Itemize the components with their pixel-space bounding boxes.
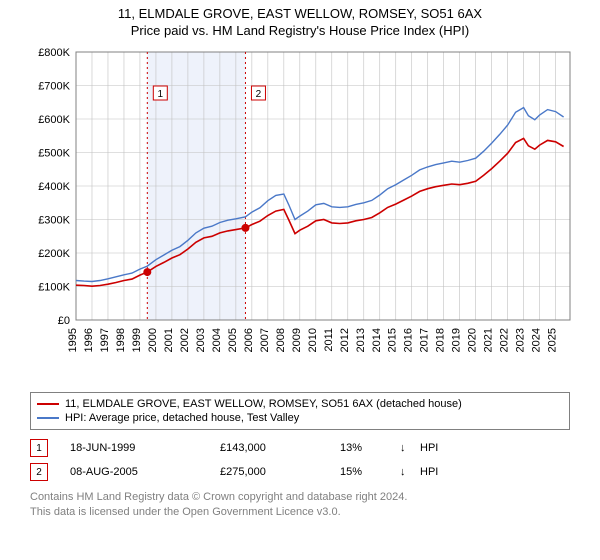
svg-text:2023: 2023: [515, 328, 527, 352]
svg-text:2013: 2013: [355, 328, 367, 352]
marker-pct: 13%: [340, 442, 400, 454]
svg-text:2015: 2015: [387, 328, 399, 352]
svg-text:2: 2: [256, 89, 262, 100]
svg-text:2016: 2016: [403, 328, 415, 352]
price-chart: £0 £100K £200K £300K £400K £500K £600K £700K £80…: [20, 44, 580, 384]
svg-text:2000: 2000: [147, 328, 159, 352]
svg-text:2014: 2014: [371, 328, 383, 352]
marker-row: 2 08-AUG-2005£275,00015%↓HPI: [30, 460, 570, 484]
svg-text:2025: 2025: [547, 328, 559, 352]
marker-badge: 2: [30, 463, 48, 481]
marker-table: 1 18-JUN-1999£143,00013%↓HPI 2 08-AUG-2005£…: [30, 436, 570, 484]
footer-line1: Contains HM Land Registry data © Crown c…: [30, 490, 570, 505]
marker-date: 08-AUG-2005: [70, 466, 220, 478]
svg-text:2001: 2001: [163, 328, 175, 352]
legend-label: HPI: Average price, detached house, Test…: [65, 412, 299, 424]
svg-text:1996: 1996: [83, 328, 95, 352]
svg-text:£700K: £700K: [38, 81, 70, 93]
svg-text:1997: 1997: [99, 328, 111, 352]
svg-text:£400K: £400K: [38, 181, 70, 193]
down-arrow-icon: ↓: [400, 442, 420, 454]
down-arrow-icon: ↓: [400, 466, 420, 478]
marker-suffix: HPI: [420, 466, 460, 478]
marker-suffix: HPI: [420, 442, 460, 454]
legend-item: 11, ELMDALE GROVE, EAST WELLOW, ROMSEY, …: [37, 397, 563, 411]
marker-row: 1 18-JUN-1999£143,00013%↓HPI: [30, 436, 570, 460]
svg-text:2006: 2006: [243, 328, 255, 352]
svg-text:2012: 2012: [339, 328, 351, 352]
svg-text:2008: 2008: [275, 328, 287, 352]
legend-swatch: [37, 403, 59, 405]
marker-price: £275,000: [220, 466, 340, 478]
svg-text:2024: 2024: [531, 328, 543, 352]
legend-item: HPI: Average price, detached house, Test…: [37, 411, 563, 425]
legend: 11, ELMDALE GROVE, EAST WELLOW, ROMSEY, …: [30, 392, 570, 430]
svg-text:2004: 2004: [211, 328, 223, 352]
marker-badge: 1: [30, 439, 48, 457]
svg-text:2011: 2011: [323, 328, 335, 352]
svg-text:2007: 2007: [259, 328, 271, 352]
marker-price: £143,000: [220, 442, 340, 454]
svg-text:2010: 2010: [307, 328, 319, 352]
svg-text:2020: 2020: [467, 328, 479, 352]
svg-text:2019: 2019: [451, 328, 463, 352]
svg-text:£800K: £800K: [38, 47, 70, 59]
svg-text:1998: 1998: [115, 328, 127, 352]
svg-text:£200K: £200K: [38, 248, 70, 260]
svg-text:£500K: £500K: [38, 148, 70, 160]
footer-line2: This data is licensed under the Open Gov…: [30, 505, 570, 520]
svg-text:1: 1: [158, 89, 164, 100]
page-subtitle: Price paid vs. HM Land Registry's House …: [0, 23, 600, 38]
svg-text:2003: 2003: [195, 328, 207, 352]
svg-text:2018: 2018: [435, 328, 447, 352]
svg-text:2002: 2002: [179, 328, 191, 352]
svg-text:2017: 2017: [419, 328, 431, 352]
svg-text:2022: 2022: [499, 328, 511, 352]
svg-text:£600K: £600K: [38, 114, 70, 126]
footer-attribution: Contains HM Land Registry data © Crown c…: [30, 490, 570, 520]
svg-text:£100K: £100K: [38, 282, 70, 294]
svg-text:1999: 1999: [131, 328, 143, 352]
svg-text:2009: 2009: [291, 328, 303, 352]
legend-label: 11, ELMDALE GROVE, EAST WELLOW, ROMSEY, …: [65, 398, 462, 410]
marker-date: 18-JUN-1999: [70, 442, 220, 454]
svg-text:£0: £0: [58, 315, 70, 327]
svg-text:£300K: £300K: [38, 215, 70, 227]
legend-swatch: [37, 417, 59, 419]
svg-text:1995: 1995: [67, 328, 79, 352]
page-title: 11, ELMDALE GROVE, EAST WELLOW, ROMSEY, …: [0, 6, 600, 21]
svg-text:2021: 2021: [483, 328, 495, 352]
svg-text:2005: 2005: [227, 328, 239, 352]
marker-pct: 15%: [340, 466, 400, 478]
